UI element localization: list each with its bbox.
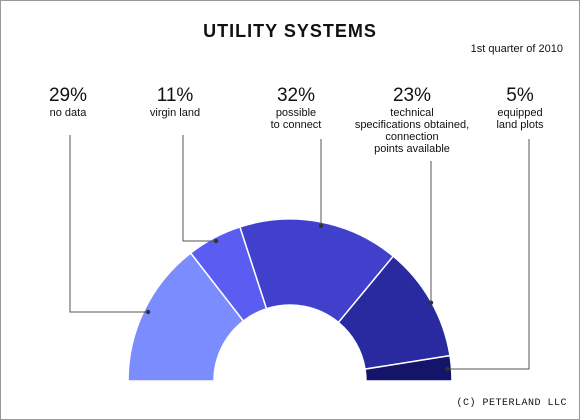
chart-subtitle: 1st quarter of 2010 (470, 43, 563, 55)
leader-dot-2 (213, 238, 219, 244)
leader-line-5 (447, 139, 530, 370)
label-desc: possible to connect (270, 107, 322, 131)
leader-dot-3 (318, 223, 324, 228)
chart-title: UTILITY SYSTEMS (203, 21, 377, 41)
pie-slice-3 (238, 218, 395, 324)
label-desc: technical specifications obtained, connect… (354, 107, 470, 155)
leader-dot-5 (445, 366, 450, 372)
label-pct: 11% (156, 85, 194, 106)
label-desc: no data (49, 107, 87, 119)
label-virgin-land: 11% virgin land (100, 85, 250, 119)
copyright-text: (C) PETERLAND LLC (456, 398, 567, 409)
leader-line-2 (182, 135, 217, 242)
leader-line-1 (69, 135, 149, 313)
pie-slice-5 (364, 354, 453, 382)
label-desc: virgin land (149, 107, 201, 119)
label-pct: 32% (276, 85, 316, 106)
label-pct: 5% (506, 85, 534, 106)
label-technical-specifications: 23% technical specifications obtained, con… (337, 85, 487, 155)
leader-dot-1 (145, 309, 151, 315)
label-pct: 23% (392, 85, 432, 106)
label-no-data: 29% no data (1, 85, 143, 119)
label-pct: 29% (48, 85, 88, 106)
leader-dot-4 (428, 300, 434, 305)
label-equipped-land-plots: 5% equipped land plots (445, 85, 579, 131)
label-desc: equipped land plots (496, 107, 544, 131)
label-possible-to-connect: 32% possible to connect (221, 85, 371, 131)
